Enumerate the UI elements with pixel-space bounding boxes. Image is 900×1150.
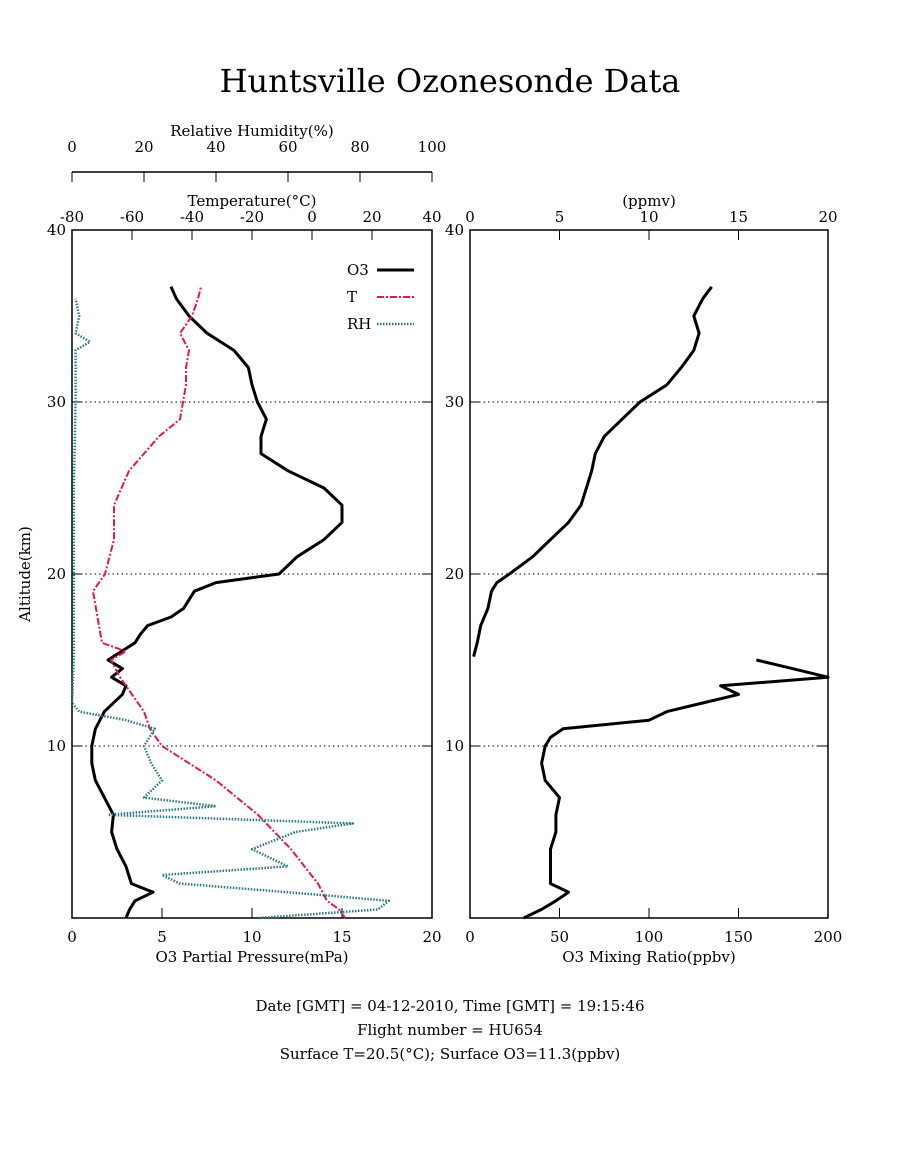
- x2-tick-label: 40: [422, 208, 441, 226]
- chart-title: Huntsville Ozonesonde Data: [220, 62, 681, 100]
- x2-tick-label: 0: [465, 208, 475, 226]
- x-tick-label: 150: [724, 928, 753, 946]
- y-tick-label: 10: [47, 737, 66, 755]
- x-tick-label: 15: [332, 928, 351, 946]
- legend-label: RH: [347, 315, 371, 333]
- y-tick-label: 40: [445, 221, 464, 239]
- x2-tick-label: 5: [555, 208, 565, 226]
- x3-tick-label: 60: [278, 138, 297, 156]
- footer-line: Flight number = HU654: [357, 1021, 543, 1039]
- y-tick-label: 30: [445, 393, 464, 411]
- y-tick-label: 40: [47, 221, 66, 239]
- series-line: [90, 286, 344, 919]
- x-tick-label: 20: [422, 928, 441, 946]
- x2-tick-label: -80: [60, 208, 84, 226]
- x-tick-label: 10: [242, 928, 261, 946]
- x-tick-label: 0: [465, 928, 475, 946]
- x-tick-label: 5: [157, 928, 167, 946]
- y-tick-label: 20: [445, 565, 464, 583]
- x2-tick-label: 20: [362, 208, 381, 226]
- x-tick-label: 200: [814, 928, 843, 946]
- series-line: [92, 286, 346, 919]
- y-tick-label: 20: [47, 565, 66, 583]
- x2-tick-label: 0: [307, 208, 317, 226]
- x3-tick-label: 20: [134, 138, 153, 156]
- x-tick-label: 0: [67, 928, 77, 946]
- series-line: [472, 285, 830, 920]
- y-tick-label: 10: [445, 737, 464, 755]
- legend-label: T: [347, 288, 357, 306]
- x2-tick-label: -40: [180, 208, 204, 226]
- x3-tick-label: 80: [350, 138, 369, 156]
- x-tick-label: 50: [550, 928, 569, 946]
- x2-axis-label: Temperature(°C): [188, 192, 317, 210]
- x2-tick-label: 10: [639, 208, 658, 226]
- x3-tick-label: 0: [67, 138, 77, 156]
- x3-tick-label: 100: [418, 138, 447, 156]
- series-line: [70, 298, 391, 920]
- y-axis-label: Altitude(km): [16, 526, 34, 623]
- x3-tick-label: 40: [206, 138, 225, 156]
- x2-tick-label: 20: [818, 208, 837, 226]
- x2-tick-label: -60: [120, 208, 144, 226]
- x-axis-label: O3 Mixing Ratio(ppbv): [562, 948, 735, 966]
- x2-tick-label: -20: [240, 208, 264, 226]
- x3-axis-label: Relative Humidity(%): [170, 122, 333, 140]
- plot-frame: [469, 229, 829, 919]
- y-tick-label: 30: [47, 393, 66, 411]
- x2-tick-label: 15: [729, 208, 748, 226]
- footer-line: Date [GMT] = 04-12-2010, Time [GMT] = 19…: [255, 997, 644, 1015]
- x-axis-label: O3 Partial Pressure(mPa): [155, 948, 348, 966]
- x2-axis-label: (ppmv): [622, 192, 676, 210]
- x-tick-label: 100: [635, 928, 664, 946]
- legend-label: O3: [347, 261, 369, 279]
- footer-line: Surface T=20.5(°C); Surface O3=11.3(ppbv…: [280, 1045, 621, 1063]
